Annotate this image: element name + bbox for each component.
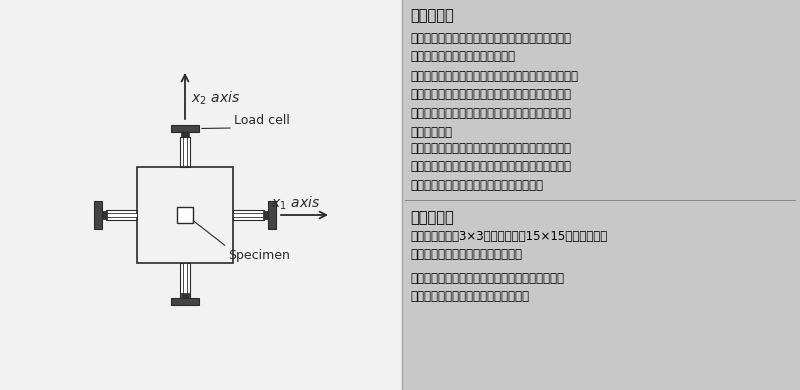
Bar: [181, 132, 189, 137]
Bar: [233, 210, 264, 220]
Bar: [0, 0, 402, 390]
Bar: [181, 293, 189, 298]
Text: 测试样本不小于3×3毫米，不大于15×15毫米，可以进
行多模块周期的、拉伸和松弛测试。: 测试样本不小于3×3毫米，不大于15×15毫米，可以进 行多模块周期的、拉伸和松…: [410, 230, 607, 262]
Text: 在生物医学研究领域，主要用于人工皮肤、人造血管、
人心脏瓣膜、人工角膜、人工巩膜、人工肌腱、人工
韧带、人工软组织、人工椎间盘、人工纤维环等生物
材料的测试。: 在生物医学研究领域，主要用于人工皮肤、人造血管、 人心脏瓣膜、人工角膜、人工巩膜…: [410, 70, 578, 138]
Bar: [171, 298, 199, 305]
Text: 产品提供控温浴槽，配备培养基加热腔和温度传感
器，以保持标本处于合适的生理条件。: 产品提供控温浴槽，配备培养基加热腔和温度传感 器，以保持标本处于合适的生理条件。: [410, 272, 564, 303]
Bar: [263, 211, 268, 219]
Text: $x_1$ axis: $x_1$ axis: [271, 194, 320, 212]
Text: Load cell: Load cell: [234, 114, 290, 127]
Bar: [268, 201, 276, 229]
Bar: [177, 207, 193, 223]
Text: 样品要求：: 样品要求：: [410, 210, 454, 225]
Bar: [106, 210, 137, 220]
Bar: [180, 137, 190, 167]
Text: 可用于生物组织、医疗器械、纺织品、橡胶材料、塑
料薄膜、金属、复合材料的研究。: 可用于生物组织、医疗器械、纺织品、橡胶材料、塑 料薄膜、金属、复合材料的研究。: [410, 32, 571, 64]
Text: 可用于橡胶、塑料、纺织品、布匹、纸张、薄膜等高
分子材料的各向同性或者各向异性研究和测试，用于
测量膜材强度、弹性模量等多种力学性质。: 可用于橡胶、塑料、纺织品、布匹、纸张、薄膜等高 分子材料的各向同性或者各向异性研…: [410, 142, 571, 192]
Bar: [183, 263, 187, 298]
Text: 应用领域：: 应用领域：: [410, 8, 454, 23]
Bar: [102, 211, 107, 219]
Bar: [137, 167, 233, 263]
Bar: [106, 213, 137, 217]
Bar: [94, 201, 102, 229]
Bar: [233, 213, 264, 217]
Text: Specimen: Specimen: [228, 249, 290, 262]
Bar: [402, 0, 800, 390]
Bar: [180, 263, 190, 298]
Bar: [183, 137, 187, 167]
Bar: [171, 125, 199, 132]
Text: $x_2$ axis: $x_2$ axis: [191, 89, 240, 107]
